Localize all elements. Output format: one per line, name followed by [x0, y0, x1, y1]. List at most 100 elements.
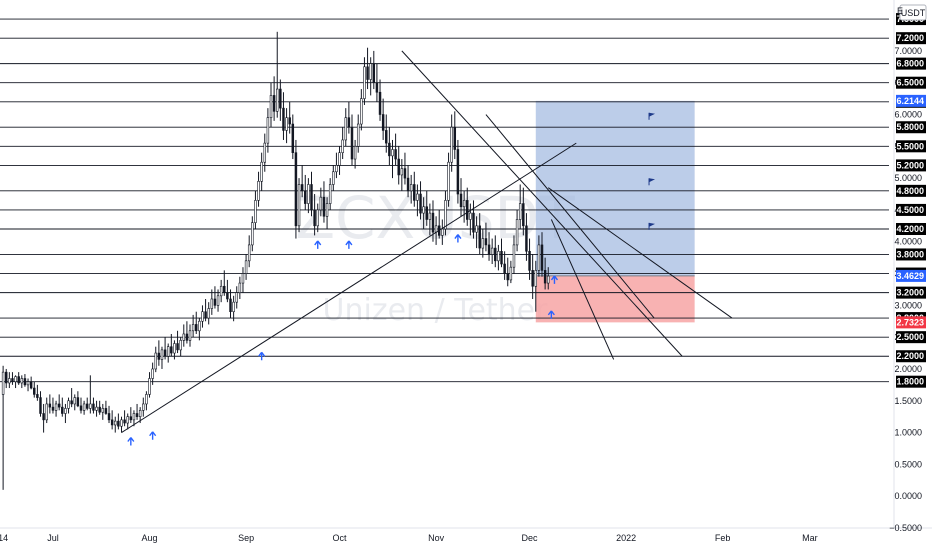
candle-body [264, 143, 266, 162]
time-tick-label: Aug [142, 533, 158, 543]
candle-body [152, 369, 154, 379]
candle-body [149, 379, 151, 395]
stop-price-tag-text: 2.7323 [896, 317, 924, 327]
candle-body [114, 421, 116, 425]
candle-body [68, 401, 70, 409]
candle-body [40, 398, 42, 414]
level-tag-text: 2.5000 [896, 332, 924, 342]
candle-body [298, 184, 300, 225]
candle-body [58, 404, 60, 407]
corner-mark: E [897, 6, 903, 16]
candle-body [220, 286, 222, 296]
level-tag-text: 6.8000 [896, 59, 924, 69]
candle-body [488, 245, 490, 255]
candle-body [479, 226, 481, 248]
candle-body [27, 382, 29, 385]
candle-body [407, 178, 409, 191]
candle-body [33, 388, 35, 394]
candle-body [501, 251, 503, 264]
candle-body [205, 312, 207, 318]
candle-body [117, 421, 119, 426]
candle-body [348, 118, 350, 128]
candle-body [214, 299, 216, 305]
candle-body [71, 401, 73, 404]
candle-body [476, 226, 478, 232]
candle [295, 140, 297, 239]
candle-body [133, 413, 135, 419]
level-tag: 4.2000 [896, 223, 926, 235]
level-tag: 5.8000 [896, 121, 926, 133]
candle-body [273, 95, 275, 111]
candle-body [233, 302, 235, 312]
candle-body [370, 64, 372, 80]
candle-body [323, 197, 325, 216]
time-tick-label: Oct [333, 533, 348, 543]
candle-body [105, 408, 107, 413]
candle-body [64, 408, 66, 413]
candle-body [24, 379, 26, 385]
level-tag-text: 6.5000 [896, 78, 924, 88]
candle-body [339, 153, 341, 166]
candle-body [61, 407, 63, 413]
position-zones[interactable] [536, 101, 695, 323]
candle-body [544, 270, 546, 283]
candle-body [423, 207, 425, 213]
candle-body [441, 229, 443, 235]
candle [298, 178, 300, 232]
candle-body [102, 408, 104, 412]
price-tick-label: 5.0000 [894, 173, 922, 183]
candle-body [379, 92, 381, 114]
candle-body [292, 124, 294, 153]
candle-body [429, 213, 431, 219]
candle-body [357, 124, 359, 146]
level-tag-text: 4.2000 [896, 224, 924, 234]
candle-body [86, 404, 88, 408]
price-tick-label: 2.0000 [894, 364, 922, 374]
candle-body [223, 286, 225, 292]
candle-body [170, 347, 172, 353]
candle-body [242, 274, 244, 284]
candle-body [167, 347, 169, 357]
level-tag-text: 7.2000 [896, 33, 924, 43]
level-tag: 7.2000 [896, 32, 926, 44]
level-tag: 3.2000 [896, 287, 926, 299]
candle-body [342, 140, 344, 153]
candle-body [513, 245, 515, 267]
level-tag: 2.2000 [896, 350, 926, 362]
candle-body [93, 404, 95, 410]
candle-body [295, 153, 297, 226]
candle-body [211, 299, 213, 309]
currency-label-box[interactable]: USDT [900, 5, 926, 20]
time-tick-label: Mar [802, 533, 818, 543]
watermark-description: Unizen / Tether [323, 293, 549, 328]
level-tag-text: 4.5000 [896, 205, 924, 215]
candle-body [360, 99, 362, 124]
price-tick-label: 1.0000 [894, 428, 922, 438]
candle-body [55, 404, 57, 410]
candle-body [382, 115, 384, 131]
level-tag: 6.5000 [896, 77, 926, 89]
candle-body [142, 404, 144, 410]
candle-body [311, 184, 313, 209]
candle-body [326, 204, 328, 217]
candle-body [473, 213, 475, 232]
candle-body [30, 382, 32, 388]
candle-body [529, 251, 531, 270]
candle-body [164, 350, 166, 356]
candle-body [547, 276, 549, 283]
candle-body [36, 394, 38, 397]
candle-body [448, 162, 450, 200]
candle-body [420, 194, 422, 213]
price-tick-label: 3.0000 [894, 300, 922, 310]
candle-body [532, 270, 534, 286]
candle-body [435, 226, 437, 232]
candle-body [485, 239, 487, 245]
candle-body [335, 165, 337, 171]
candle-body [46, 404, 48, 420]
candle-body [463, 200, 465, 206]
level-tag: 3.8000 [896, 248, 926, 260]
candle-body [351, 127, 353, 159]
price-tick-label: 6.0000 [894, 110, 922, 120]
candle-body [236, 293, 238, 303]
